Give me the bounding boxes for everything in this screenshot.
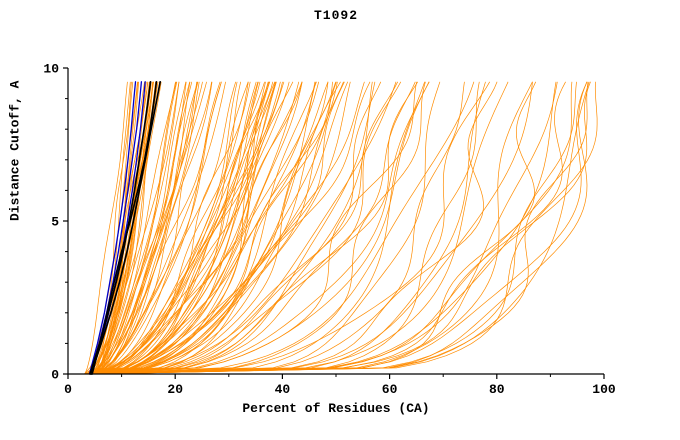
model-blue-1	[88, 81, 137, 375]
svg-text:10: 10	[43, 62, 59, 77]
svg-text:5: 5	[51, 215, 59, 230]
svg-text:60: 60	[382, 382, 398, 397]
svg-text:0: 0	[64, 382, 72, 397]
svg-text:80: 80	[489, 382, 505, 397]
chart-title: T1092	[313, 8, 358, 23]
svg-text:100: 100	[592, 382, 616, 397]
x-axis-label: Percent of Residues (CA)	[242, 401, 430, 416]
model-black-2	[90, 80, 162, 375]
svg-text:40: 40	[275, 382, 291, 397]
svg-text:0: 0	[51, 368, 59, 383]
svg-text:20: 20	[167, 382, 183, 397]
model-black-3	[91, 80, 158, 375]
